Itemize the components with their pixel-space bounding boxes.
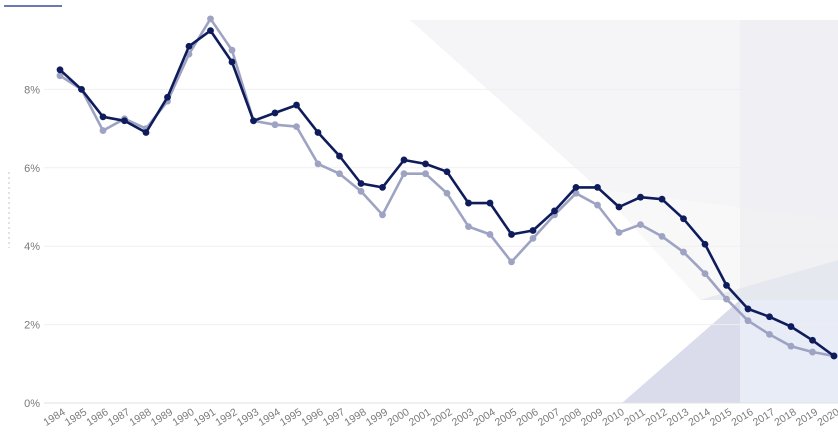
x-tick-label: 2020 [815, 406, 838, 429]
data-point [701, 240, 709, 248]
data-point [336, 170, 343, 178]
data-point [551, 207, 558, 215]
y-tick-label: 2% [24, 320, 40, 332]
data-point [637, 193, 644, 201]
data-point [314, 129, 322, 136]
data-point [164, 93, 171, 101]
data-point [680, 215, 687, 223]
data-point [787, 323, 795, 330]
data-point [78, 86, 85, 93]
y-tick-label: 4% [24, 241, 40, 253]
data-point [443, 168, 451, 176]
data-point [830, 352, 838, 360]
data-point [572, 189, 580, 197]
data-point [99, 127, 107, 134]
data-point [701, 270, 709, 278]
data-point [56, 66, 64, 74]
y-tick-label: 0% [24, 398, 40, 410]
data-point [357, 187, 365, 195]
data-point [744, 305, 752, 313]
data-point [250, 117, 257, 125]
data-point [293, 123, 300, 131]
data-point [744, 317, 752, 325]
data-point [422, 170, 429, 178]
data-point [486, 231, 494, 238]
data-point [594, 184, 601, 191]
data-point [121, 117, 128, 125]
data-point [723, 282, 730, 289]
data-point [271, 109, 279, 117]
data-point [766, 331, 773, 338]
data-point [185, 42, 193, 50]
data-point [809, 348, 816, 356]
data-point [99, 113, 107, 121]
data-point [56, 72, 64, 80]
data-point [723, 295, 730, 303]
data-point [787, 342, 795, 350]
series-group [56, 15, 838, 360]
data-point [572, 184, 580, 191]
background-decoration [410, 20, 838, 403]
data-point [465, 223, 472, 231]
data-point [400, 170, 408, 178]
data-point [508, 258, 515, 266]
data-point [766, 313, 773, 321]
data-point [594, 201, 601, 209]
data-point [271, 121, 279, 129]
data-point [658, 233, 666, 240]
data-point [314, 160, 322, 168]
data-point [615, 203, 623, 211]
data-point [336, 152, 343, 160]
x-axis-ticks: 1984198519861987198819891990199119921993… [41, 406, 838, 429]
data-point [142, 129, 150, 136]
data-point [809, 336, 816, 344]
data-point [379, 211, 386, 219]
data-point [486, 199, 494, 207]
data-point [357, 180, 365, 187]
data-point [529, 234, 537, 242]
data-point [615, 229, 623, 236]
y-tick-label: 8% [24, 84, 40, 96]
data-point [680, 248, 687, 256]
data-point [658, 195, 666, 203]
data-point [465, 199, 472, 207]
data-point [422, 160, 429, 168]
data-point [443, 189, 451, 197]
data-point [293, 101, 300, 109]
data-point [228, 46, 236, 54]
data-point [379, 184, 386, 191]
data-point [637, 221, 644, 229]
data-point [207, 15, 214, 23]
data-point [529, 227, 537, 234]
data-point [207, 27, 214, 34]
data-point [508, 231, 515, 238]
y-tick-label: 6% [24, 163, 40, 175]
grid-lines [44, 88, 838, 404]
data-point [400, 156, 408, 164]
y-axis-ticks: 0% 2% 4% 6% 8% [24, 84, 40, 410]
data-point [228, 58, 236, 66]
